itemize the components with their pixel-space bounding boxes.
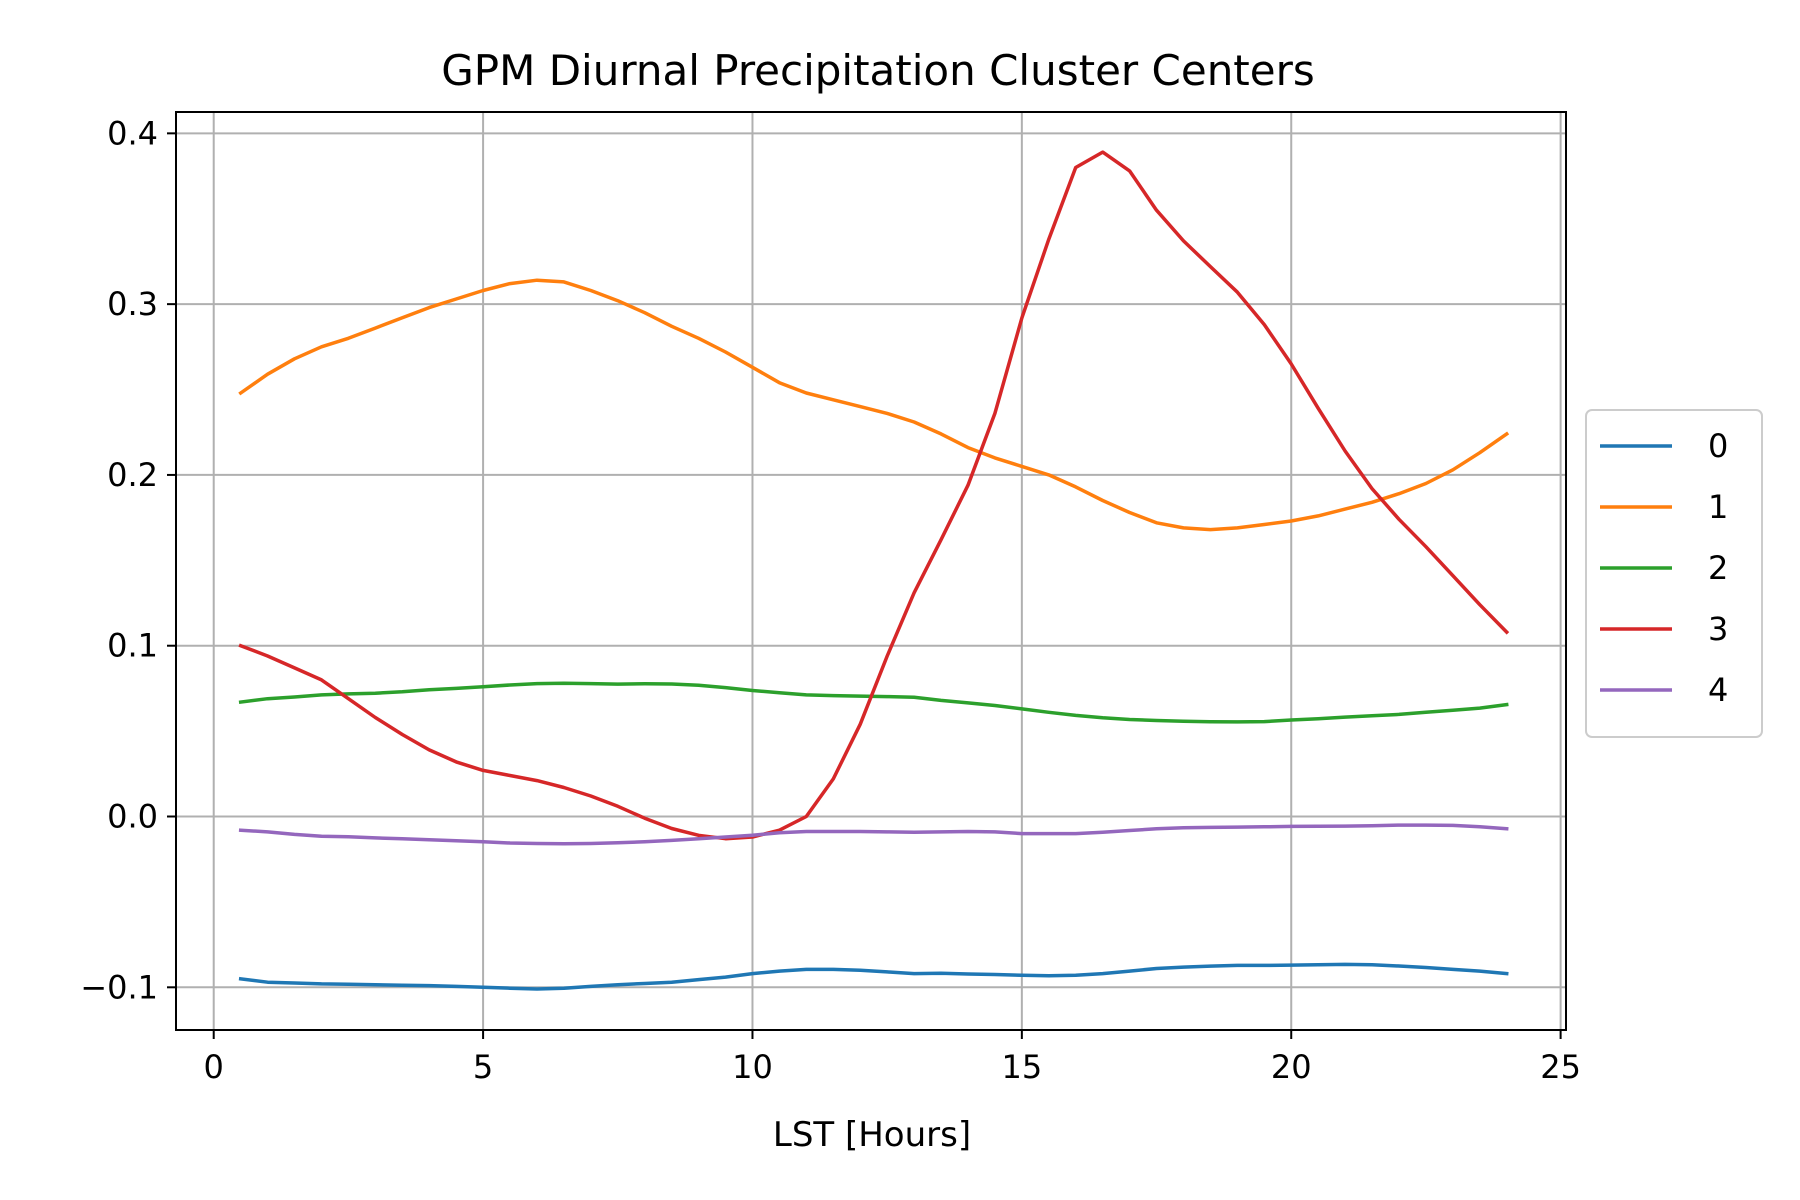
plot-area-frame	[175, 111, 1567, 1031]
legend-label-0: 0	[1708, 427, 1728, 465]
y-tick-label: 0.1	[107, 627, 158, 665]
series-layer	[238, 150, 1510, 991]
chart-title: GPM Diurnal Precipitation Cluster Center…	[441, 46, 1315, 95]
y-axis: −0.1 0.0 0.1 0.2 0.3 0.4	[80, 114, 176, 1006]
series-line-2	[238, 681, 1509, 724]
x-tick-label: 5	[473, 1048, 493, 1086]
legend-label-2: 2	[1708, 549, 1728, 587]
x-tick-label: 25	[1540, 1048, 1581, 1086]
x-tick-label: 10	[732, 1048, 773, 1086]
legend-label-3: 3	[1708, 610, 1728, 648]
series-line-0	[238, 962, 1509, 991]
x-tick-label: 15	[1001, 1048, 1042, 1086]
y-tick-label: −0.1	[80, 968, 158, 1006]
y-tick-label: 0.3	[107, 285, 158, 323]
legend-box	[1585, 409, 1763, 738]
series-line-4	[238, 823, 1509, 846]
x-tick-label: 0	[204, 1048, 224, 1086]
y-tick-label: 0.2	[107, 456, 158, 494]
x-axis-label: LST [Hours]	[773, 1115, 971, 1155]
x-tick-label: 20	[1271, 1048, 1312, 1086]
legend: 0 1 2 3 4	[1585, 409, 1763, 738]
y-tick-label: 0.0	[107, 798, 158, 836]
legend-label-4: 4	[1708, 671, 1728, 709]
series-line-3	[238, 150, 1510, 841]
series-line-1	[238, 278, 1510, 532]
y-tick-label: 0.4	[107, 114, 158, 152]
legend-label-1: 1	[1708, 488, 1728, 526]
x-axis: 0 5 10 15 20 25	[204, 1030, 1581, 1086]
grid	[176, 112, 1566, 1030]
